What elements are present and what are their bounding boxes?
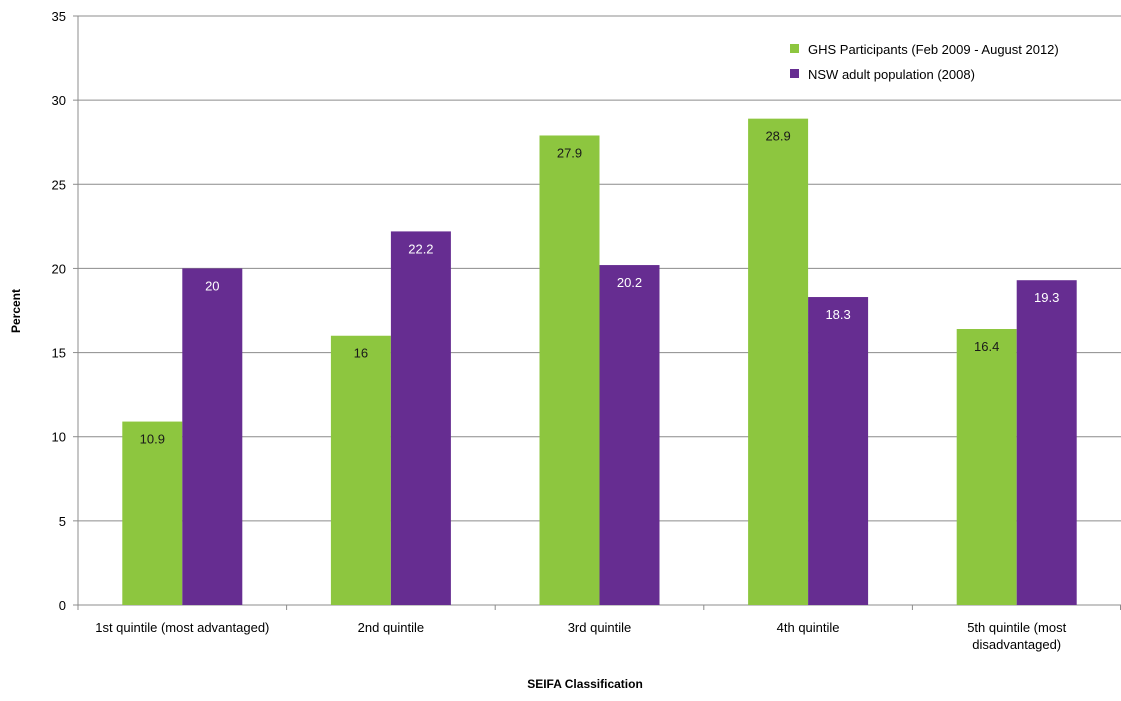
data-label: 10.9 [140, 432, 165, 447]
y-tick-label: 0 [59, 598, 66, 613]
bar [122, 421, 183, 605]
bar [808, 297, 869, 605]
bar [330, 335, 391, 605]
y-tick-label: 25 [52, 177, 66, 192]
data-label: 19.3 [1034, 290, 1059, 305]
y-tick-label: 30 [52, 93, 66, 108]
bar [1016, 280, 1077, 605]
legend-swatch [790, 69, 799, 78]
data-label: 27.9 [557, 145, 582, 160]
data-label: 16 [354, 346, 368, 361]
bar [390, 231, 451, 606]
y-tick-label: 20 [52, 261, 66, 276]
y-tick-label: 15 [52, 346, 66, 361]
data-labels: 10.9 16 27.9 28.9 16.4 20 22.2 20.2 18.3 19.3 [140, 129, 1060, 447]
category-label: 2nd quintile [358, 620, 425, 635]
legend: GHS Participants (Feb 2009 - August 2012… [790, 42, 1059, 82]
x-axis-title: SEIFA Classification [527, 677, 643, 691]
legend-label: GHS Participants (Feb 2009 - August 2012… [808, 42, 1059, 57]
y-tick-label: 35 [52, 9, 66, 24]
category-label: 1st quintile (most advantaged) [95, 620, 269, 635]
data-label: 22.2 [408, 241, 433, 256]
y-axis-title: Percent [9, 289, 23, 333]
bar [956, 329, 1017, 605]
data-label: 16.4 [974, 339, 999, 354]
data-label: 20 [205, 278, 219, 293]
data-label: 18.3 [825, 307, 850, 322]
y-tick-label: 10 [52, 430, 66, 445]
axes: 0 5 10 15 20 25 30 35 1st quintile (most advanta… [52, 9, 1121, 652]
bar [599, 265, 660, 605]
legend-swatch [790, 44, 799, 53]
bar [748, 118, 809, 605]
category-label: 5th quintile (most disadvantaged) [967, 620, 1066, 652]
bars [122, 118, 1077, 606]
legend-label: NSW adult population (2008) [808, 67, 975, 82]
data-label: 28.9 [765, 129, 790, 144]
bar [539, 135, 600, 606]
category-label: 4th quintile [777, 620, 840, 635]
category-label: 3rd quintile [568, 620, 632, 635]
data-label: 20.2 [617, 275, 642, 290]
bar [182, 268, 243, 605]
y-tick-label: 5 [59, 514, 66, 529]
